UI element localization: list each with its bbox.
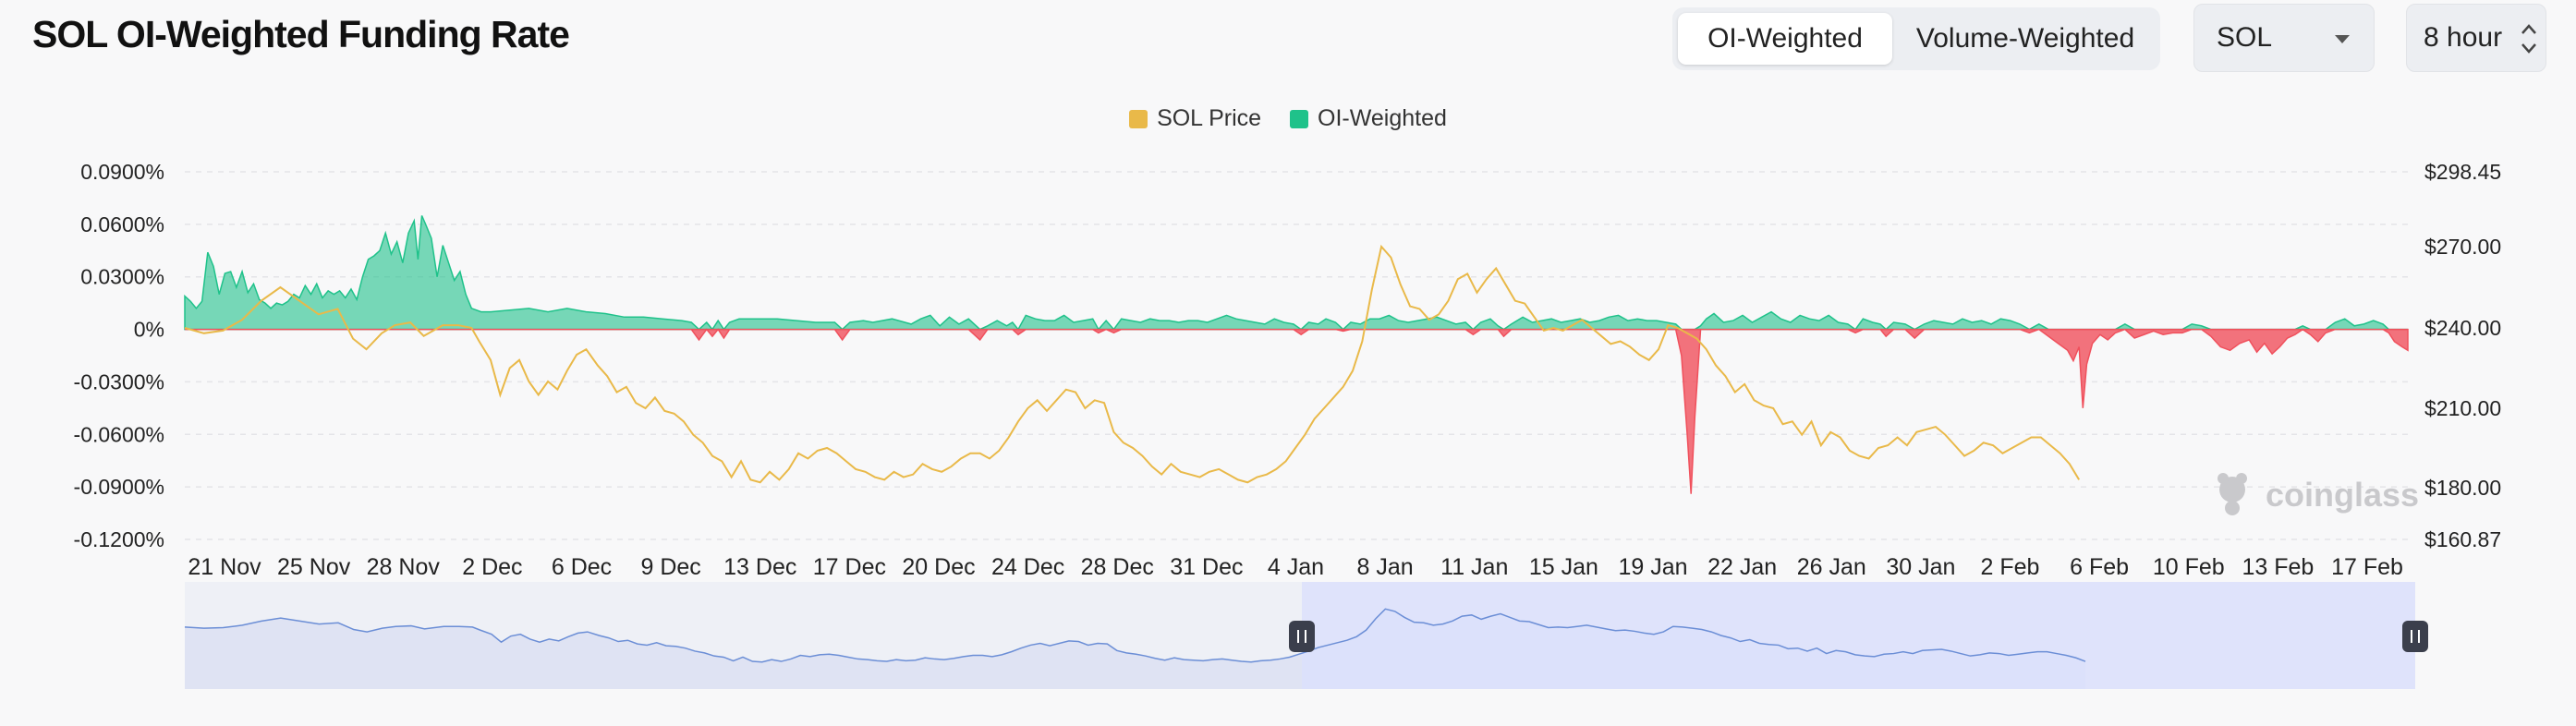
range-navigator[interactable] (184, 582, 2428, 689)
x-tick-label: 10 Feb (2153, 554, 2225, 580)
x-tick-label: 11 Jan (1440, 554, 1508, 580)
y-left-tick-label: 0.0300% (80, 265, 164, 289)
chevron-down-icon (2335, 35, 2350, 43)
page-title: SOL OI-Weighted Funding Rate (32, 13, 570, 55)
chart-legend: SOL Price OI-Weighted (0, 105, 2576, 135)
legend-label-price: SOL Price (1157, 105, 1262, 131)
x-tick-label: 25 Nov (277, 554, 351, 580)
y-right-tick-label: $210.00 (2424, 396, 2501, 420)
y-left-tick-label: -0.0600% (74, 422, 164, 446)
interval-select[interactable]: 8 hour (2406, 4, 2546, 72)
oi-weighted-positive-area (184, 215, 2408, 331)
y-right-tick-label: $180.00 (2424, 476, 2501, 500)
oi-weighted-negative-area (185, 328, 2409, 494)
interval-select-value: 8 hour (2424, 22, 2503, 53)
x-tick-label: 22 Jan (1707, 554, 1777, 580)
navigator-left-handle[interactable] (1289, 621, 1315, 652)
x-tick-label: 28 Dec (1081, 554, 1154, 580)
navigator-selection (1302, 582, 2415, 689)
legend-swatch-oi (1290, 109, 1309, 128)
watermark-text: coinglass (2266, 476, 2419, 514)
oi-weighted-tab[interactable]: OI-Weighted (1678, 13, 1892, 65)
coin-select[interactable]: SOL (2193, 4, 2375, 72)
y-left-tick-label: -0.1200% (74, 527, 164, 551)
x-tick-label: 8 Jan (1357, 554, 1414, 580)
y-right-tick-label: $298.45 (2424, 160, 2501, 184)
x-tick-label: 26 Jan (1797, 554, 1866, 580)
sol-price-line (184, 244, 2081, 484)
legend-swatch-price (1129, 109, 1148, 128)
y-right-tick-label: $270.00 (2424, 235, 2501, 259)
x-tick-label: 31 Dec (1170, 554, 1243, 580)
sort-arrows-icon (2521, 24, 2536, 54)
y-right-tick-label: $240.00 (2424, 316, 2501, 340)
coinglass-logo-icon (2218, 473, 2247, 515)
x-tick-label: 21 Nov (188, 554, 261, 580)
legend-label-oi: OI-Weighted (1318, 105, 1447, 131)
x-tick-label: 2 Feb (1981, 554, 2040, 580)
x-tick-label: 2 Dec (462, 554, 522, 580)
navigator-line (184, 608, 2086, 663)
navigator-right-handle[interactable] (2402, 621, 2428, 652)
y-left-tick-label: -0.0300% (74, 369, 164, 393)
x-tick-label: 17 Feb (2331, 554, 2403, 580)
x-tick-label: 28 Nov (367, 554, 441, 580)
x-tick-label: 24 Dec (991, 554, 1064, 580)
weighting-toggle: OI-Weighted Volume-Weighted (1672, 7, 2160, 70)
y-left-tick-label: 0.0900% (80, 160, 164, 184)
y-left-tick-label: 0% (134, 318, 164, 342)
x-tick-label: 15 Jan (1529, 554, 1598, 580)
volume-weighted-tab[interactable]: Volume-Weighted (1915, 23, 2135, 54)
x-tick-label: 13 Dec (723, 554, 796, 580)
y-right-tick-label: $160.87 (2424, 527, 2501, 551)
legend-item-oi[interactable]: OI-Weighted (1290, 105, 1447, 132)
x-tick-label: 13 Feb (2242, 554, 2314, 580)
x-tick-label: 20 Dec (902, 554, 975, 580)
x-tick-label: 6 Dec (552, 554, 612, 580)
x-tick-label: 19 Jan (1618, 554, 1687, 580)
y-left-tick-label: -0.0900% (74, 475, 164, 499)
y-left-tick-label: 0.0600% (80, 212, 164, 236)
x-tick-label: 9 Dec (640, 554, 700, 580)
legend-item-price[interactable]: SOL Price (1129, 105, 1261, 132)
x-tick-label: 17 Dec (813, 554, 886, 580)
x-tick-label: 6 Feb (2070, 554, 2129, 580)
coin-select-value: SOL (2217, 22, 2273, 53)
x-tick-label: 4 Jan (1268, 554, 1324, 580)
x-tick-label: 30 Jan (1886, 554, 1955, 580)
